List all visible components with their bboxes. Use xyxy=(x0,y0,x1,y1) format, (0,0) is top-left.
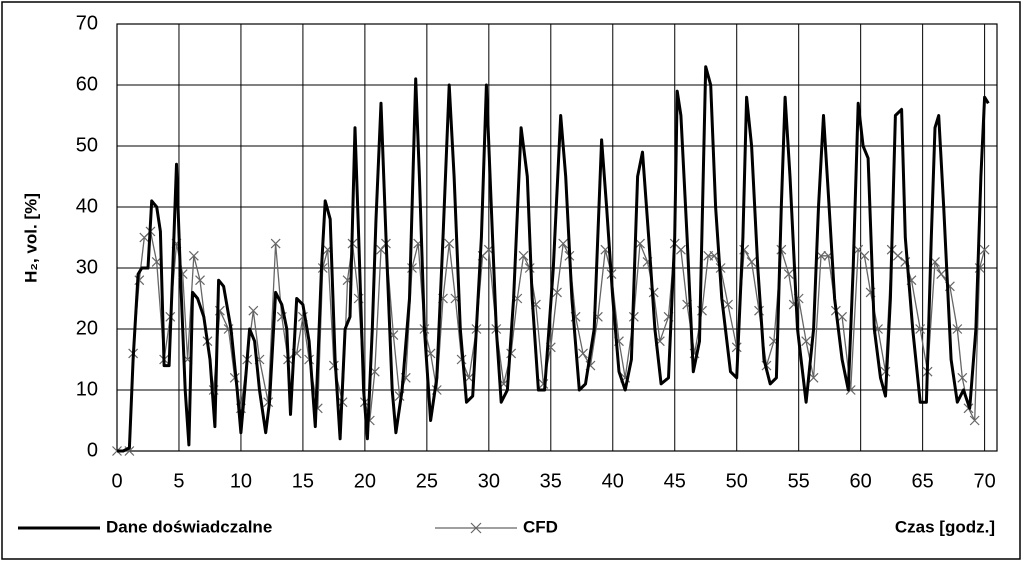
legend-label: CFD xyxy=(523,517,558,536)
y-tick-label: 60 xyxy=(76,73,98,95)
y-tick-label: 40 xyxy=(76,195,98,217)
marker xyxy=(892,250,903,261)
x-tick-label: 5 xyxy=(173,470,184,492)
x-tick-label: 40 xyxy=(602,470,624,492)
x-tick-label: 45 xyxy=(664,470,686,492)
plot-border xyxy=(116,23,998,452)
x-tick-label: 20 xyxy=(354,470,376,492)
x-tick-label: 30 xyxy=(478,470,500,492)
marker xyxy=(444,238,455,249)
marker xyxy=(979,244,990,255)
y-tick-label: 50 xyxy=(76,134,98,156)
x-tick-label: 55 xyxy=(788,470,810,492)
marker xyxy=(635,238,645,249)
marker xyxy=(552,287,562,298)
marker xyxy=(578,348,588,359)
marker xyxy=(376,244,386,255)
y-tick-label: 70 xyxy=(76,12,98,34)
x-tick-label: 15 xyxy=(292,470,314,492)
marker xyxy=(746,256,757,267)
x-tick-label: 25 xyxy=(416,470,438,492)
marker xyxy=(915,324,926,334)
y-tick-label: 10 xyxy=(76,378,98,400)
marker xyxy=(676,244,686,255)
marker xyxy=(470,522,482,534)
x-axis-label: Czas [godz.] xyxy=(895,517,995,536)
marker xyxy=(808,372,819,383)
marker xyxy=(195,275,205,286)
marker xyxy=(518,250,529,261)
marker xyxy=(952,324,963,334)
marker xyxy=(969,415,980,426)
marker xyxy=(837,311,847,322)
x-tick-label: 35 xyxy=(540,470,562,492)
marker xyxy=(558,238,569,249)
y-tick-label: 30 xyxy=(76,256,98,278)
x-tick-label: 0 xyxy=(111,470,122,492)
x-tick-label: 50 xyxy=(726,470,748,492)
y-tick-label: 0 xyxy=(87,439,98,461)
y-axis-label: H₂, vol. [%] xyxy=(21,193,40,283)
x-tick-label: 70 xyxy=(973,470,995,492)
marker xyxy=(936,269,947,280)
series-line xyxy=(117,65,990,453)
marker xyxy=(783,269,794,280)
marker xyxy=(188,250,199,261)
marker xyxy=(723,299,733,310)
legend-label: Dane doświadczalne xyxy=(106,517,272,536)
x-tick-label: 10 xyxy=(230,470,252,492)
marker xyxy=(270,238,281,249)
x-tick-label: 60 xyxy=(850,470,872,492)
marker xyxy=(957,372,968,383)
marker xyxy=(248,305,259,316)
marker xyxy=(859,250,870,261)
x-tick-label: 65 xyxy=(912,470,934,492)
marker xyxy=(801,336,812,347)
y-tick-label: 20 xyxy=(76,317,98,339)
